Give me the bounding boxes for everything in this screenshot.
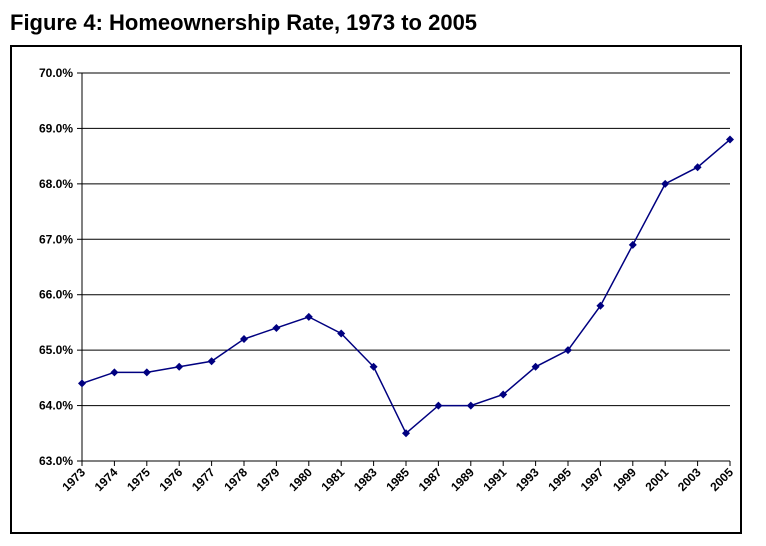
data-point (175, 362, 184, 371)
data-point (337, 329, 346, 338)
data-point (207, 357, 216, 366)
x-tick-label: 1973 (59, 465, 88, 494)
data-point (466, 401, 475, 410)
x-tick-label: 1985 (383, 465, 412, 494)
data-point (110, 368, 119, 377)
y-tick-label: 65.0% (39, 343, 73, 357)
x-tick-labels: 1973 1974 1975 1976 1977 1978 1979 1980 1981 1983… (59, 465, 736, 494)
data-point (142, 368, 151, 377)
x-tick-label: 1976 (157, 465, 186, 494)
x-tick-label: 1999 (610, 465, 639, 494)
y-tick-label: 66.0% (39, 288, 73, 302)
y-tick-label: 68.0% (39, 177, 73, 191)
x-tick-label: 2001 (643, 465, 672, 494)
y-tick-label: 64.0% (39, 399, 73, 413)
x-tick-label: 1993 (513, 465, 542, 494)
x-tick-label: 1983 (351, 465, 380, 494)
x-tick-label: 1975 (124, 465, 153, 494)
gridlines (82, 72, 730, 407)
x-tick-label: 1997 (578, 465, 607, 494)
data-point (628, 240, 637, 249)
data-point (531, 362, 540, 371)
data-point (78, 379, 86, 388)
chart-frame (10, 45, 742, 534)
x-tick-label: 2003 (675, 465, 704, 494)
x-tick-label: 1978 (221, 465, 250, 494)
x-tick-label: 1977 (189, 465, 218, 494)
data-point (240, 335, 248, 344)
y-tick-label: 67.0% (39, 232, 73, 246)
data-point (272, 323, 281, 332)
figure-title: Figure 4: Homeownership Rate, 1973 to 20… (10, 10, 478, 35)
data-point (402, 429, 410, 438)
x-tick-label: 1987 (416, 465, 445, 494)
x-tick-label: 1980 (286, 465, 315, 494)
x-tick-label: 1995 (545, 465, 574, 494)
data-point (661, 179, 670, 188)
x-tick-label: 1989 (448, 465, 477, 494)
data-point (499, 390, 508, 399)
data-point (693, 163, 702, 172)
y-tick-label: 63.0% (39, 454, 73, 468)
axes (77, 72, 731, 466)
x-tick-label: 1974 (92, 465, 121, 494)
data-point (369, 362, 378, 371)
data-point (596, 301, 605, 310)
x-tick-label: 1979 (254, 465, 283, 494)
series-layer (78, 135, 734, 438)
x-tick-label: 1991 (481, 465, 510, 494)
y-tick-label: 70.0% (39, 66, 73, 80)
x-tick-label: 1981 (319, 465, 348, 494)
data-point (304, 312, 313, 321)
x-tick-label: 2005 (707, 465, 736, 494)
data-point (726, 135, 734, 144)
y-tick-label: 69.0% (39, 121, 73, 135)
y-tick-labels: 63.0% 64.0% 65.0% 66.0% 67.0% 68.0% 69.0% 70.0% (39, 66, 73, 468)
data-point (564, 346, 572, 355)
data-point (434, 401, 443, 410)
